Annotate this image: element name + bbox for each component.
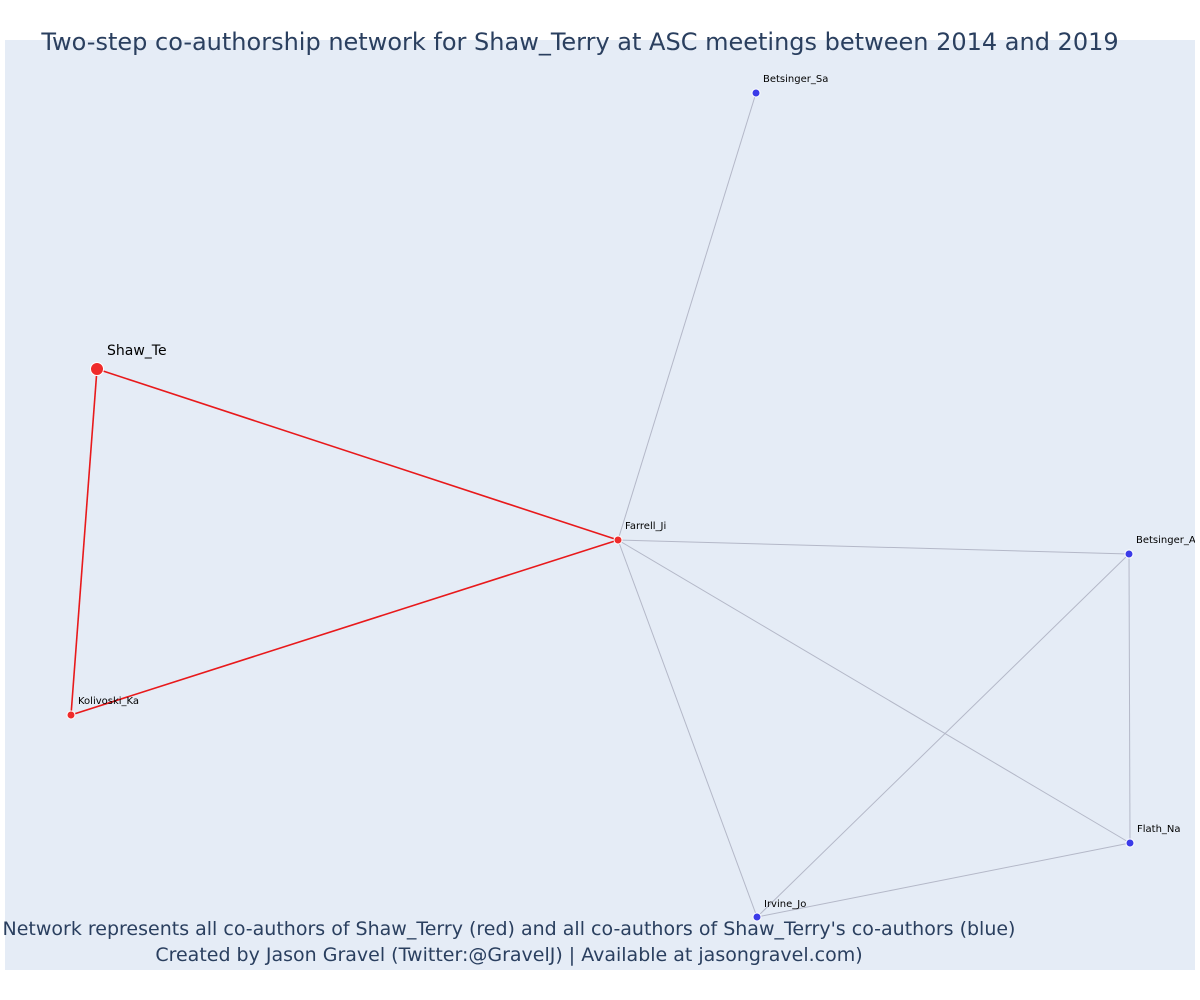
edge-Shaw_Te-Kolivoski_Ka	[70, 368, 98, 716]
edge-layer	[70, 92, 1131, 918]
edge-Farrell_Ji-Betsinger_Aa	[617, 539, 1130, 555]
node-label-Betsinger_Sa: Betsinger_Sa	[763, 74, 828, 85]
node-label-Flath_Na: Flath_Na	[1137, 824, 1181, 835]
footer-credit: Created by Jason Gravel (Twitter:@Gravel…	[155, 944, 863, 966]
edge-Farrell_Ji-Flath_Na	[617, 539, 1131, 844]
footer-note: Network represents all co-authors of Sha…	[2, 918, 1016, 940]
node-Betsinger_Aa[interactable]	[1124, 549, 1134, 559]
edge-Farrell_Ji-Betsinger_Sa	[617, 92, 757, 541]
node-label-Irvine_Jo: Irvine_Jo	[764, 899, 806, 910]
chart-title: Two-step co-authorship network for Shaw_…	[41, 28, 1119, 56]
node-Irvine_Jo[interactable]	[752, 912, 762, 922]
node-label-Betsinger_Aa: Betsinger_Aa	[1136, 535, 1200, 546]
node-label-Kolivoski_Ka: Kolivoski_Ka	[78, 696, 139, 707]
edge-Betsinger_Aa-Flath_Na	[1128, 553, 1131, 844]
node-Kolivoski_Ka[interactable]	[66, 710, 76, 720]
edge-Shaw_Te-Farrell_Ji	[96, 368, 619, 541]
node-label-Shaw_Te: Shaw_Te	[107, 343, 167, 359]
node-Shaw_Te[interactable]	[90, 362, 104, 376]
node-layer: Shaw_Te Farrell_Ji Kolivoski_Ka Betsinger_S…	[66, 74, 1200, 922]
node-Betsinger_Sa[interactable]	[751, 88, 761, 98]
edge-Betsinger_Aa-Irvine_Jo	[756, 553, 1130, 918]
node-Flath_Na[interactable]	[1125, 838, 1135, 848]
plot-background	[5, 40, 1195, 970]
edge-Farrell_Ji-Irvine_Jo	[617, 539, 758, 918]
node-Farrell_Ji[interactable]	[613, 535, 623, 545]
edge-Kolivoski_Ka-Farrell_Ji	[70, 539, 619, 716]
edge-Irvine_Jo-Flath_Na	[756, 842, 1131, 918]
node-label-Farrell_Ji: Farrell_Ji	[625, 521, 666, 532]
